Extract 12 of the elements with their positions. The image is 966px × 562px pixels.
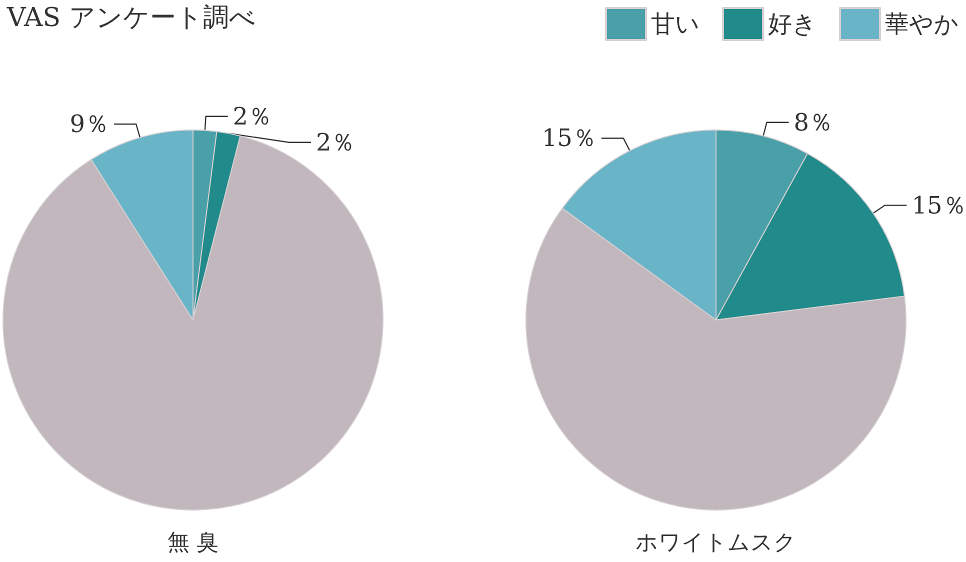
data-label: 15％ [542, 124, 596, 152]
data-label: 2％ [232, 102, 272, 130]
legend-label: 好き [768, 10, 817, 38]
slice-label: 無 臭 [168, 530, 218, 556]
data-label: 8％ [794, 108, 834, 136]
data-label: 15％ [912, 191, 966, 220]
legend-label: 華やか [885, 10, 959, 38]
data-label: 2％ [316, 128, 356, 156]
chart-title: VAS アンケート調べ [6, 3, 256, 33]
slice-label: ホワイトムスク [636, 530, 796, 556]
data-label: 9％ [70, 110, 110, 138]
legend-label: 甘い [651, 10, 700, 38]
